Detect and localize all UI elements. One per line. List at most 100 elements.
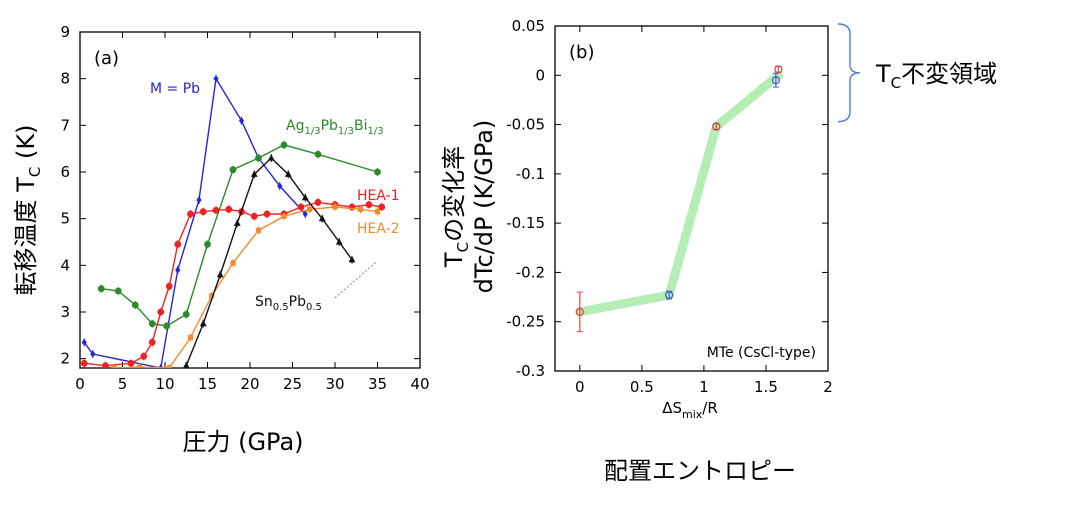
x-tick-label: 20	[240, 375, 259, 393]
series-label-part: Pb	[321, 118, 338, 134]
x-axis-caption-b: 配置エントロピー	[604, 457, 796, 485]
series-line	[185, 157, 353, 366]
data-point	[225, 205, 233, 213]
panel-b: 0 0.5 1 1.5 2 0.05 0 -0.05 -0.1 -0.15 -0.2 -0.25 -0.…	[440, 17, 997, 485]
data-point	[187, 335, 194, 341]
x-tick-label: 35	[368, 375, 387, 393]
y-tick-label: -0.3	[516, 362, 545, 380]
y-tick-label: 8	[60, 70, 70, 88]
x-axis-label-suffix: /R	[702, 399, 717, 417]
x-axis-label-b: ΔSmix/R	[662, 399, 718, 421]
data-point	[374, 209, 381, 215]
y-axis-label-a: 転移温度 TC (K)	[12, 125, 44, 296]
series-1	[97, 140, 381, 330]
y-tick-label: -0.15	[506, 214, 545, 232]
panel-label-b: (b)	[569, 42, 594, 63]
data-point	[233, 219, 241, 226]
x-tick-label: 15	[198, 375, 217, 393]
y-tick-label: 4	[60, 256, 70, 274]
data-point	[318, 214, 326, 222]
data-point	[665, 290, 674, 300]
data-point	[97, 285, 105, 293]
data-point	[175, 266, 181, 274]
y-axis-label-b-line1: TCの変化率	[440, 146, 472, 268]
y-tick-label: 2	[60, 350, 70, 368]
series-label-part: Pb	[289, 294, 306, 310]
data-point	[157, 308, 165, 316]
data-point	[209, 293, 215, 299]
series-label-sub: 0.5	[273, 302, 289, 313]
y-axis-label-suffix: (K)	[12, 125, 40, 167]
series-label-part: HEA-2	[357, 221, 400, 237]
x-tick-label: 1.5	[754, 378, 778, 396]
y-axis-label-sub: C	[26, 167, 44, 177]
series-label: Ag1/3Pb1/3Bi1/3	[286, 118, 384, 137]
data-point	[712, 122, 721, 131]
series-line	[113, 206, 378, 368]
y-axis-label-t: T	[440, 252, 468, 268]
y-tick-label: 3	[60, 303, 70, 321]
y-tick-label: 0.05	[512, 17, 545, 35]
data-point	[199, 319, 207, 327]
series-label: M = Pb	[150, 81, 200, 97]
band-label-t: T	[875, 60, 891, 88]
data-point	[378, 203, 386, 211]
annotation-mte: MTe (CsCl-type)	[707, 345, 816, 361]
x-tick-label: 5	[118, 375, 128, 393]
y-axis-label-b-line2: dTc/dP (K/GPa)	[470, 120, 498, 294]
data-point	[81, 338, 87, 346]
band-label: TC不変領域	[875, 60, 997, 92]
data-point	[301, 193, 309, 201]
data-point	[136, 364, 143, 368]
panel-a: 0 5 10 15 20 25 30 35 40 2 3 4 5 6 7 8 9 (a) 圧力 (GPa) 転移温度 …	[12, 23, 430, 456]
x-axis-label-text: ΔS	[662, 399, 682, 417]
series-3	[111, 203, 381, 368]
x-axis-label-sub: mix	[682, 408, 703, 421]
y-tick-label: 0	[535, 66, 545, 84]
data-point	[357, 206, 364, 212]
series-label-part: Sn	[255, 294, 273, 310]
data-point	[148, 320, 156, 328]
data-point	[182, 310, 190, 318]
series-label-sub: 1/3	[368, 126, 384, 137]
data-point	[314, 198, 322, 206]
series-line	[84, 201, 382, 367]
data-point	[250, 212, 258, 220]
data-point	[140, 352, 148, 360]
series-label-part: HEA-1	[357, 188, 400, 204]
data-point	[348, 255, 356, 263]
data-point	[102, 362, 109, 368]
data-point	[255, 227, 262, 233]
series-4	[182, 154, 356, 368]
series-label-sub: 0.5	[306, 302, 322, 313]
series-label-sub: 1/3	[338, 126, 354, 137]
x-tick-label: 0	[575, 378, 585, 396]
series-label-sub: 1/3	[304, 126, 320, 137]
data-point	[230, 260, 236, 266]
y-tick-label: -0.05	[506, 116, 545, 134]
panel-b-frame	[554, 25, 829, 372]
y-tick-label: -0.2	[516, 263, 545, 281]
data-point	[267, 154, 275, 161]
data-point	[166, 365, 172, 368]
y-tick-label: 5	[60, 210, 70, 228]
panel-label-a: (a)	[94, 48, 119, 69]
y-tick-label: 9	[60, 23, 70, 41]
y-tick-label: -0.1	[516, 165, 545, 183]
data-point	[263, 210, 271, 218]
data-point	[127, 359, 135, 367]
data-point	[277, 182, 283, 190]
data-point	[212, 206, 220, 214]
data-point	[365, 201, 373, 209]
data-point	[284, 170, 292, 177]
series-line	[101, 144, 378, 327]
series-line	[83, 76, 306, 368]
data-point	[114, 287, 122, 295]
series-label: Sn0.5Pb0.5	[255, 294, 322, 313]
data-point	[238, 117, 245, 125]
y-axis-label-sub: C	[454, 242, 472, 252]
data-point	[90, 350, 96, 358]
data-point	[196, 196, 202, 204]
x-tick-label: 25	[283, 375, 302, 393]
data-point	[771, 76, 781, 85]
